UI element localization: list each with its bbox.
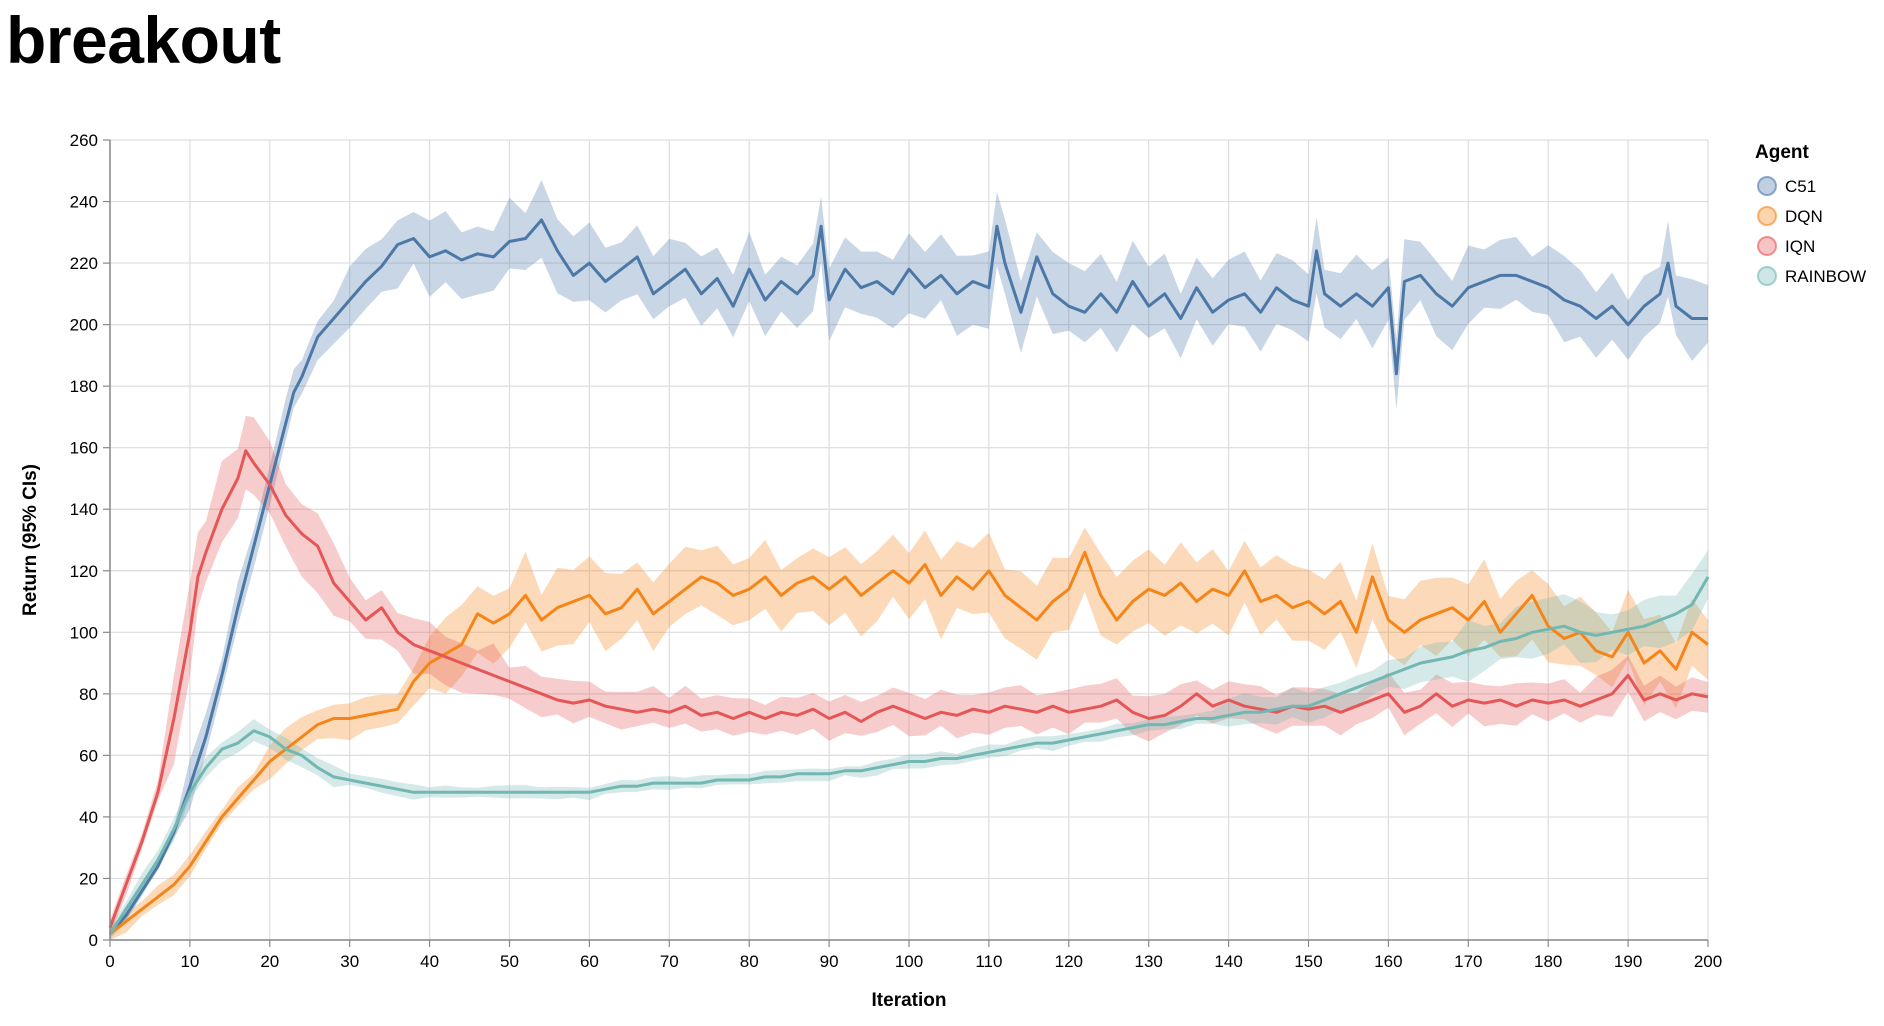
x-tick-label: 20	[260, 952, 279, 971]
legend-label-c51: C51	[1785, 177, 1816, 196]
page-title: breakout	[6, 3, 281, 77]
x-tick-label: 140	[1214, 952, 1242, 971]
x-tick-label: 120	[1055, 952, 1083, 971]
legend-swatch-rainbow	[1757, 266, 1777, 286]
series-line-c51	[108, 218, 1708, 935]
legend-swatch-iqn	[1757, 236, 1777, 256]
y-axis-title: Return (95% CIs)	[20, 464, 41, 616]
y-tick-label: 60	[79, 746, 98, 765]
y-tick-label: 40	[79, 808, 98, 827]
legend-label-rainbow: RAINBOW	[1785, 267, 1866, 286]
y-tick-label: 240	[70, 193, 98, 212]
legend-swatch-dqn	[1757, 206, 1777, 226]
x-tick-label: 40	[420, 952, 439, 971]
y-tick-label: 220	[70, 254, 98, 273]
y-tick-label: 80	[79, 685, 98, 704]
y-tick-label: 100	[70, 623, 98, 642]
x-tick-label: 30	[340, 952, 359, 971]
x-tick-label: 110	[975, 952, 1002, 971]
ci-band-dqn	[110, 527, 1708, 940]
x-tick-label: 100	[895, 952, 923, 971]
legend: Agent C51 DQN IQN RAINBOW	[1755, 142, 1866, 286]
x-tick-label: 70	[660, 952, 679, 971]
y-tick-label: 20	[79, 869, 98, 888]
y-tick-label: 180	[70, 377, 98, 396]
y-tick-label: 140	[70, 500, 98, 519]
x-tick-label: 10	[180, 952, 199, 971]
legend-title: Agent	[1755, 142, 1810, 163]
x-tick-label: 200	[1694, 952, 1722, 971]
y-tick-label: 120	[70, 562, 98, 581]
y-tick-label: 200	[70, 316, 98, 335]
y-tick-label: 160	[70, 439, 98, 458]
x-tick-label: 160	[1374, 952, 1402, 971]
legend-items: C51 DQN IQN RAINBOW	[1757, 176, 1866, 286]
x-tick-label: 80	[740, 952, 759, 971]
x-tick-label: 0	[105, 952, 114, 971]
ci-band-c51	[110, 180, 1708, 938]
series-lines	[108, 218, 1710, 935]
x-tick-label: 90	[820, 952, 839, 971]
legend-label-dqn: DQN	[1785, 207, 1823, 226]
x-axis-title: Iteration	[872, 990, 947, 1011]
x-tick-label: 50	[500, 952, 519, 971]
x-tick-label: 60	[580, 952, 599, 971]
x-tick-label: 180	[1534, 952, 1562, 971]
x-tick-label: 170	[1454, 952, 1482, 971]
series-line-rainbow	[108, 576, 1710, 935]
x-tick-label: 150	[1294, 952, 1322, 971]
series-line-dqn	[109, 550, 1709, 935]
series-line-iqn	[108, 449, 1709, 929]
y-tick-label: 0	[89, 931, 98, 950]
x-tick-label: 130	[1135, 952, 1163, 971]
y-axis-ticks: 0 20 40 60 80 100 120 140 160 180 200 220 240 260	[70, 131, 110, 950]
legend-swatch-c51	[1757, 176, 1777, 196]
x-tick-label: 190	[1614, 952, 1642, 971]
x-axis-ticks: 0 10 20 30 40 50 60 70 80 90 100 110 120 130 140 150 160…	[105, 940, 1722, 971]
y-tick-label: 260	[70, 131, 98, 150]
legend-label-iqn: IQN	[1785, 237, 1815, 256]
